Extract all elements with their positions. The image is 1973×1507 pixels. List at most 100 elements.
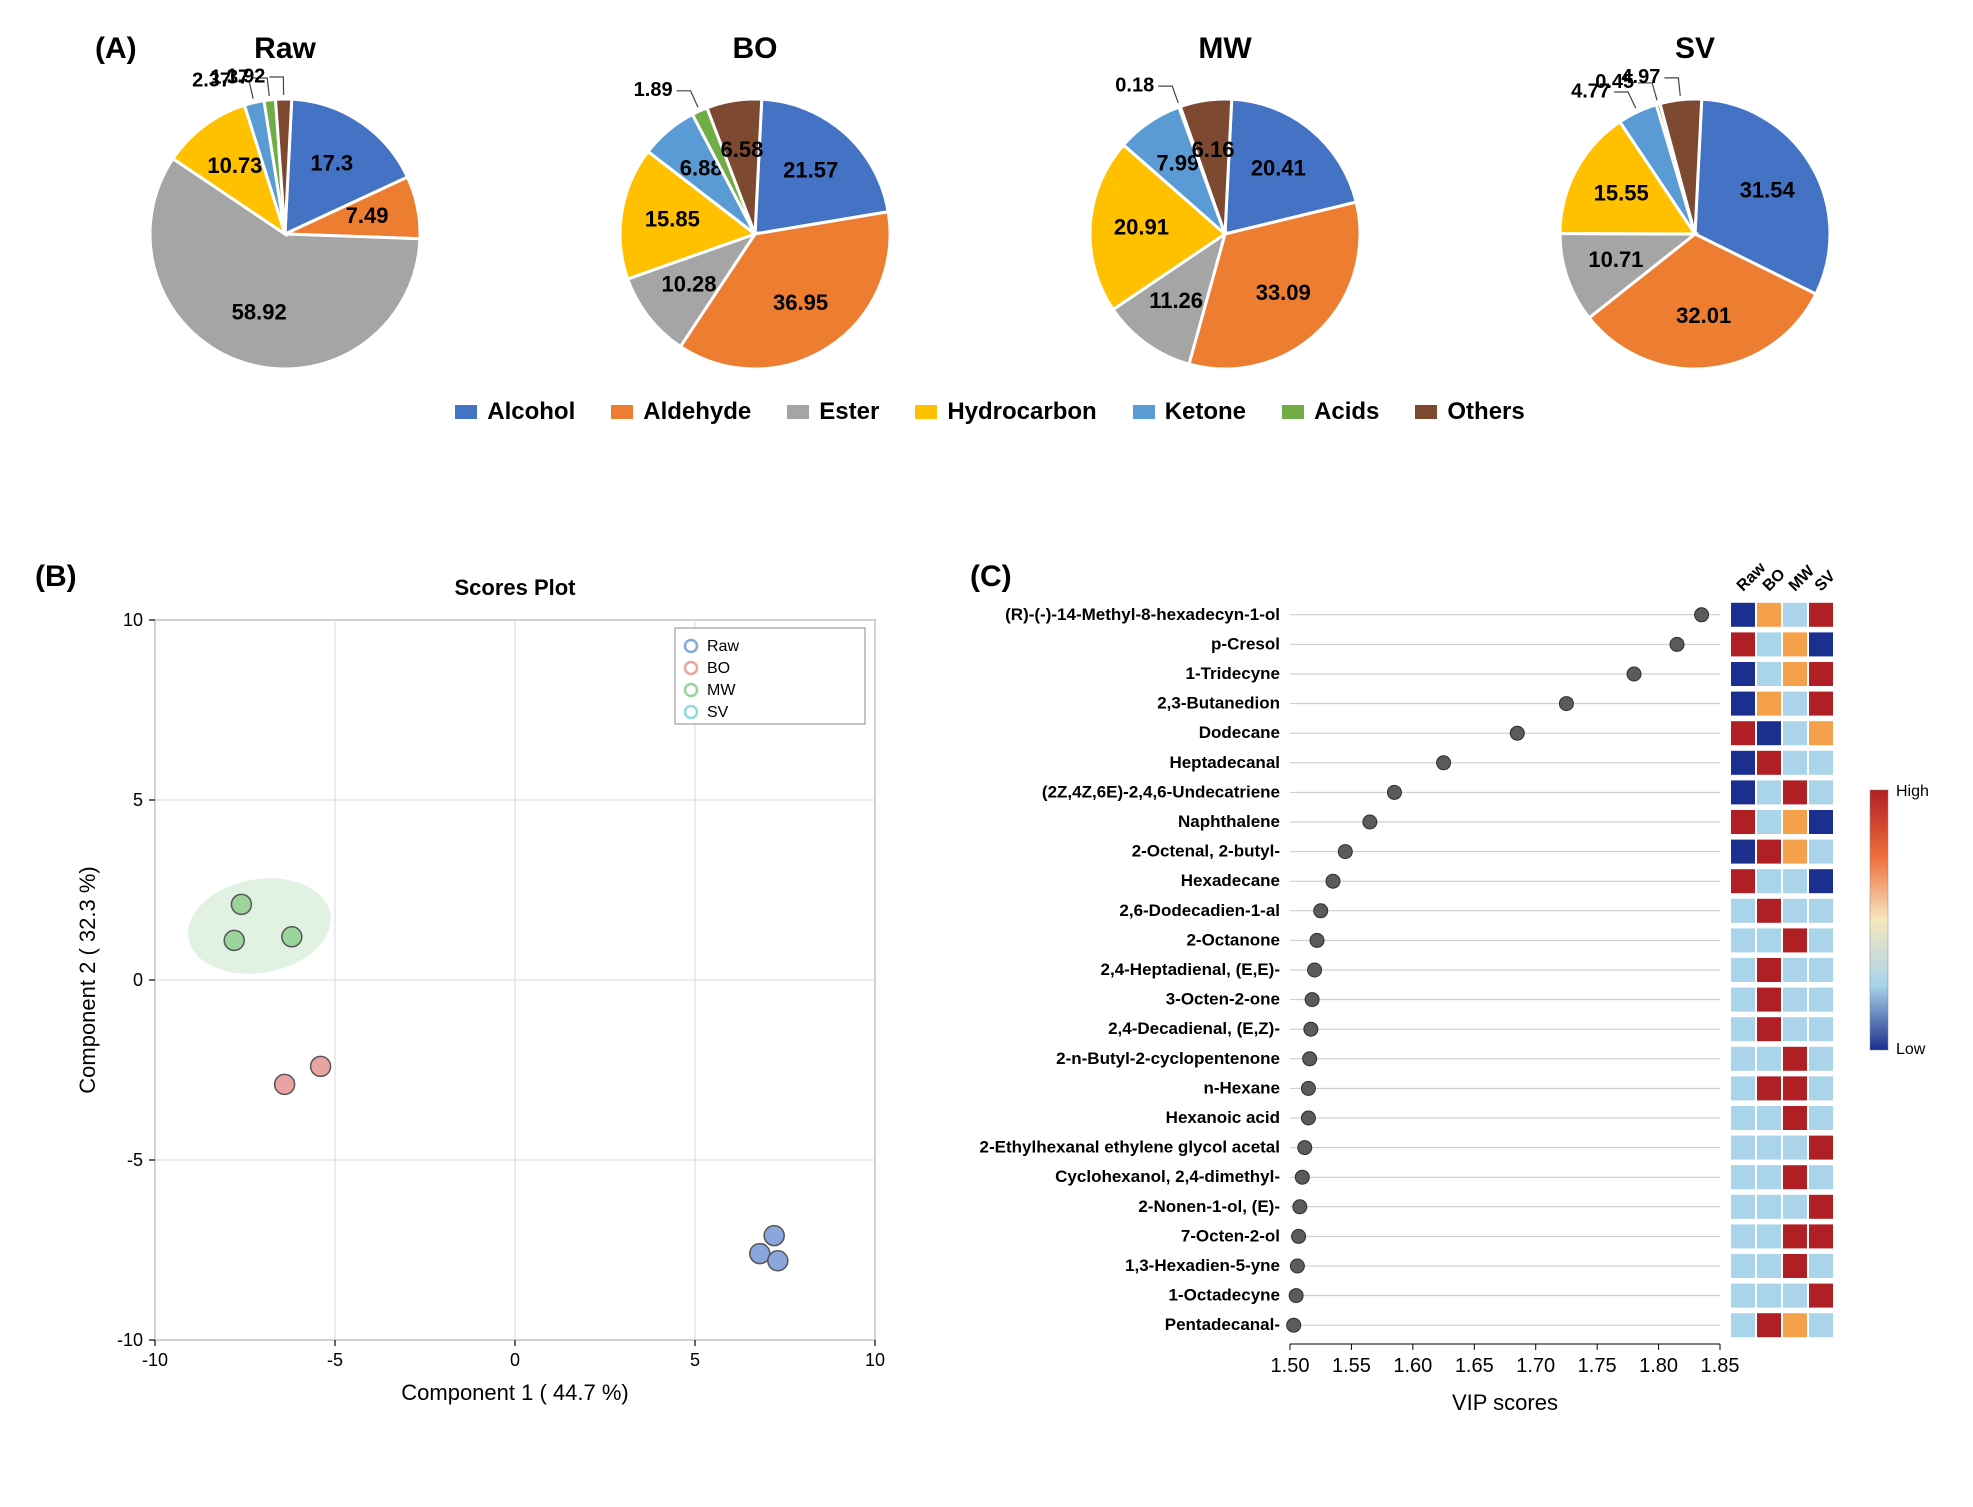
legend-text: Others [1447,398,1524,426]
svg-text:1.92: 1.92 [226,68,265,87]
svg-text:7.49: 7.49 [346,203,389,228]
svg-text:0: 0 [133,970,143,990]
vip-plot-svg: (R)-(-)-14-Methyl-8-hexadecyn-1-ol p-Cres… [970,560,1950,1440]
legend-item: Alcohol [455,398,575,426]
figure-root: { "panelA": { "label": "(A)", "label_fon… [0,0,1973,1507]
pie-title: MW [1005,32,1445,66]
panel-b: (B) Scores Plot -10 -5 0 5 10 -10 -5 0 5 10 Compone… [35,560,935,1470]
svg-text:Cyclohexanol, 2,4-dimethyl-: Cyclohexanol, 2,4-dimethyl- [1055,1167,1280,1186]
svg-text:2,3-Butanedion: 2,3-Butanedion [1157,694,1280,713]
svg-text:-10: -10 [117,1330,143,1350]
pie-raw: Raw17.37.4958.9210.732.371.371.92 [65,32,505,392]
svg-text:Scores Plot: Scores Plot [454,575,576,600]
svg-text:Pentadecanal-: Pentadecanal- [1165,1315,1280,1334]
legend-item: Ester [787,398,879,426]
svg-text:10: 10 [123,610,143,630]
svg-text:n-Hexane: n-Hexane [1203,1078,1280,1097]
legend-text: Acids [1314,398,1379,426]
svg-text:p-Cresol: p-Cresol [1211,634,1280,653]
svg-text:Dodecane: Dodecane [1199,723,1280,742]
svg-text:Hexanoic acid: Hexanoic acid [1166,1108,1280,1127]
svg-text:Low: Low [1896,1041,1926,1058]
legend-swatch [1133,405,1155,419]
svg-text:1.60: 1.60 [1393,1355,1432,1377]
svg-text:1-Octadecyne: 1-Octadecyne [1169,1286,1281,1305]
pie-title: BO [535,32,975,66]
panel-c-label: (C) [970,560,1012,594]
svg-text:2-n-Butyl-2-cyclopentenone: 2-n-Butyl-2-cyclopentenone [1056,1049,1280,1068]
svg-text:6.16: 6.16 [1192,137,1235,162]
svg-text:15.55: 15.55 [1594,180,1649,205]
svg-text:10.73: 10.73 [207,153,262,178]
svg-text:2-Octenal, 2-butyl-: 2-Octenal, 2-butyl- [1132,842,1280,861]
svg-text:2,6-Dodecadien-1-al: 2,6-Dodecadien-1-al [1119,901,1280,920]
panel-c: (C) (R)-(-)-14-Methyl-8-hexadecyn-1-ol p-… [970,560,1950,1470]
svg-text:Hexadecane: Hexadecane [1181,871,1280,890]
svg-text:1.65: 1.65 [1455,1355,1494,1377]
legend-text: Aldehyde [643,398,751,426]
svg-text:0.18: 0.18 [1115,74,1154,96]
pie-title: Raw [65,32,505,66]
legend-swatch [915,405,937,419]
svg-text:1.70: 1.70 [1516,1355,1555,1377]
svg-text:2,4-Heptadienal, (E,E)-: 2,4-Heptadienal, (E,E)- [1101,960,1280,979]
svg-text:1-Tridecyne: 1-Tridecyne [1186,664,1281,683]
svg-text:20.41: 20.41 [1251,155,1306,180]
svg-text:3-Octen-2-one: 3-Octen-2-one [1166,990,1280,1009]
svg-text:0: 0 [510,1350,520,1370]
svg-text:7-Octen-2-ol: 7-Octen-2-ol [1181,1226,1280,1245]
legend-swatch [455,405,477,419]
svg-text:6.58: 6.58 [721,137,764,162]
legend-swatch [1415,405,1437,419]
legend-item: Aldehyde [611,398,751,426]
svg-text:1.75: 1.75 [1578,1355,1617,1377]
svg-text:2-Ethylhexanal ethylene glycol: 2-Ethylhexanal ethylene glycol acetal [980,1138,1280,1157]
svg-text:BO: BO [707,660,730,677]
svg-text:17.3: 17.3 [310,150,353,175]
svg-text:5: 5 [690,1350,700,1370]
svg-text:-5: -5 [127,1150,143,1170]
svg-text:5: 5 [133,790,143,810]
legend-item: Acids [1282,398,1379,426]
svg-text:MW: MW [707,682,736,699]
pie-row: Raw17.37.4958.9210.732.371.371.92BO21.57… [60,20,1920,392]
svg-text:2-Nonen-1-ol, (E)-: 2-Nonen-1-ol, (E)- [1138,1197,1280,1216]
legend-text: Ester [819,398,879,426]
svg-text:21.57: 21.57 [783,157,838,182]
legend-swatch [787,405,809,419]
svg-text:58.92: 58.92 [232,299,287,324]
svg-text:11.26: 11.26 [1149,288,1203,313]
pie-bo: BO21.5736.9510.2815.856.881.896.58 [535,32,975,392]
svg-text:10: 10 [865,1350,885,1370]
legend-swatch [1282,405,1304,419]
legend-text: Alcohol [487,398,575,426]
legend-item: Others [1415,398,1524,426]
svg-text:32.01: 32.01 [1676,303,1731,328]
svg-text:Heptadecanal: Heptadecanal [1169,753,1280,772]
svg-text:33.09: 33.09 [1256,280,1311,305]
svg-text:Component 1 ( 44.7 %): Component 1 ( 44.7 %) [401,1380,628,1405]
scores-plot-svg: Scores Plot -10 -5 0 5 10 -10 -5 0 5 10 Component 1… [35,560,935,1440]
svg-text:SV: SV [707,704,729,721]
svg-text:1.89: 1.89 [634,79,673,101]
pie-title: SV [1475,32,1915,66]
panel-a-legend: AlcoholAldehydeEsterHydrocarbonKetoneAci… [60,398,1920,426]
legend-text: Hydrocarbon [947,398,1096,426]
svg-text:-5: -5 [327,1350,343,1370]
svg-text:MW: MW [1786,562,1819,595]
pie-sv: SV31.5432.0110.7115.554.770.454.97 [1475,32,1915,392]
svg-text:31.54: 31.54 [1740,178,1796,203]
svg-text:(R)-(-)-14-Methyl-8-hexadecyn-: (R)-(-)-14-Methyl-8-hexadecyn-1-ol [1005,605,1280,624]
svg-text:Raw: Raw [707,638,739,655]
svg-text:15.85: 15.85 [645,207,700,232]
svg-text:High: High [1896,783,1929,800]
svg-text:1.85: 1.85 [1701,1355,1740,1377]
svg-text:2-Octanone: 2-Octanone [1186,930,1280,949]
panel-b-label: (B) [35,560,77,594]
svg-text:10.28: 10.28 [661,271,716,296]
svg-text:-10: -10 [142,1350,168,1370]
svg-text:1.55: 1.55 [1332,1355,1371,1377]
legend-item: Hydrocarbon [915,398,1096,426]
legend-swatch [611,405,633,419]
svg-text:Naphthalene: Naphthalene [1178,812,1280,831]
